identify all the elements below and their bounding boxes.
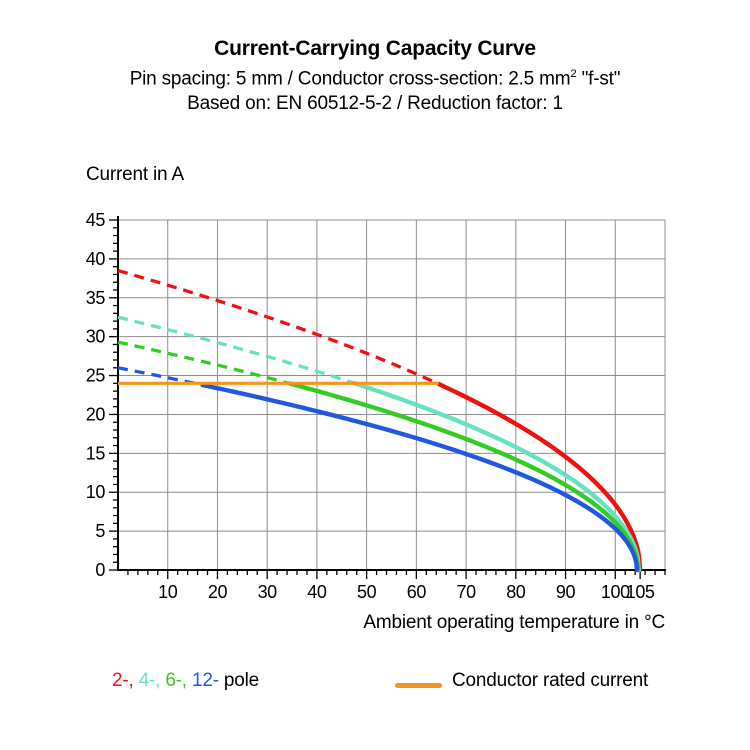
- legend-item-4-pole: 4-,: [133, 670, 161, 691]
- y-axis-title: Current in A: [86, 164, 184, 185]
- legend-item-6-pole: 6-,: [160, 670, 187, 691]
- y-tick-label: 15: [86, 443, 106, 463]
- chart-subtitle-1: Pin spacing: 5 mm / Conductor cross-sect…: [0, 62, 750, 91]
- rated-current-legend-label: Conductor rated current: [452, 670, 649, 691]
- x-tick-label: 90: [556, 582, 576, 602]
- rated-current-line-swatch: [395, 683, 442, 688]
- x-axis-title: Ambient operating temperature in °C: [363, 612, 665, 633]
- gridlines: [118, 219, 666, 570]
- curve-solid-4-pole: [352, 380, 642, 573]
- axes: [117, 216, 666, 571]
- x-tick-label: 80: [506, 582, 526, 602]
- subtitle-1-suffix: "f-st": [576, 68, 621, 90]
- x-tick-label: 70: [456, 582, 476, 602]
- subtitle-1-superscript: 2: [570, 68, 577, 80]
- y-tick-labels: 0 5 10 15 20 25 30 35 40 45: [86, 210, 106, 580]
- curve-dashed-6-pole: [117, 340, 290, 386]
- y-tick-label: 0: [95, 560, 105, 580]
- legend-pole-suffix: pole: [218, 670, 260, 691]
- subtitle-1-text: Pin spacing: 5 mm / Conductor cross-sect…: [129, 68, 571, 90]
- x-tick-label: 20: [208, 582, 228, 602]
- curve-dashed-2-pole: [117, 268, 440, 386]
- curve-solid-6-pole: [287, 381, 641, 573]
- x-tick-label: 50: [357, 582, 377, 602]
- y-tick-label: 20: [86, 404, 106, 424]
- y-tick-label: 5: [95, 521, 105, 541]
- chart-header: Current-Carrying Capacity Curve Pin spac…: [0, 36, 750, 116]
- x-tick-label: 40: [307, 582, 327, 602]
- y-tick-label: 45: [86, 210, 106, 230]
- curve-solid-2-pole: [436, 381, 643, 573]
- x-tick-label: 100: [601, 582, 630, 602]
- y-tick-label: 40: [86, 249, 106, 269]
- legend-item-2-pole: 2-,: [112, 670, 134, 691]
- curves-solid-region: [200, 380, 643, 573]
- y-tick-label: 25: [86, 366, 106, 386]
- y-tick-label: 30: [86, 327, 106, 347]
- chart-subtitle-2: Based on: EN 60512-5-2 / Reduction facto…: [187, 93, 563, 115]
- y-tick-label: 35: [86, 288, 106, 308]
- curves-dashed-region: [117, 268, 440, 387]
- chart-title: Current-Carrying Capacity Curve: [214, 37, 536, 60]
- legend-pole-counts: 2-, 4-, 6-, 12- pole: [112, 670, 259, 692]
- x-tick-label: 10: [158, 582, 178, 602]
- curve-dashed-4-pole: [117, 315, 355, 385]
- x-tick-label: 30: [258, 582, 278, 602]
- legend-item-12-pole: 12-: [186, 670, 219, 691]
- x-tick-label: 105: [626, 582, 655, 602]
- y-tick-label: 10: [86, 482, 106, 502]
- curve-solid-12-pole: [200, 382, 640, 573]
- axis-ticks: [109, 219, 666, 579]
- x-tick-label: 60: [407, 582, 427, 602]
